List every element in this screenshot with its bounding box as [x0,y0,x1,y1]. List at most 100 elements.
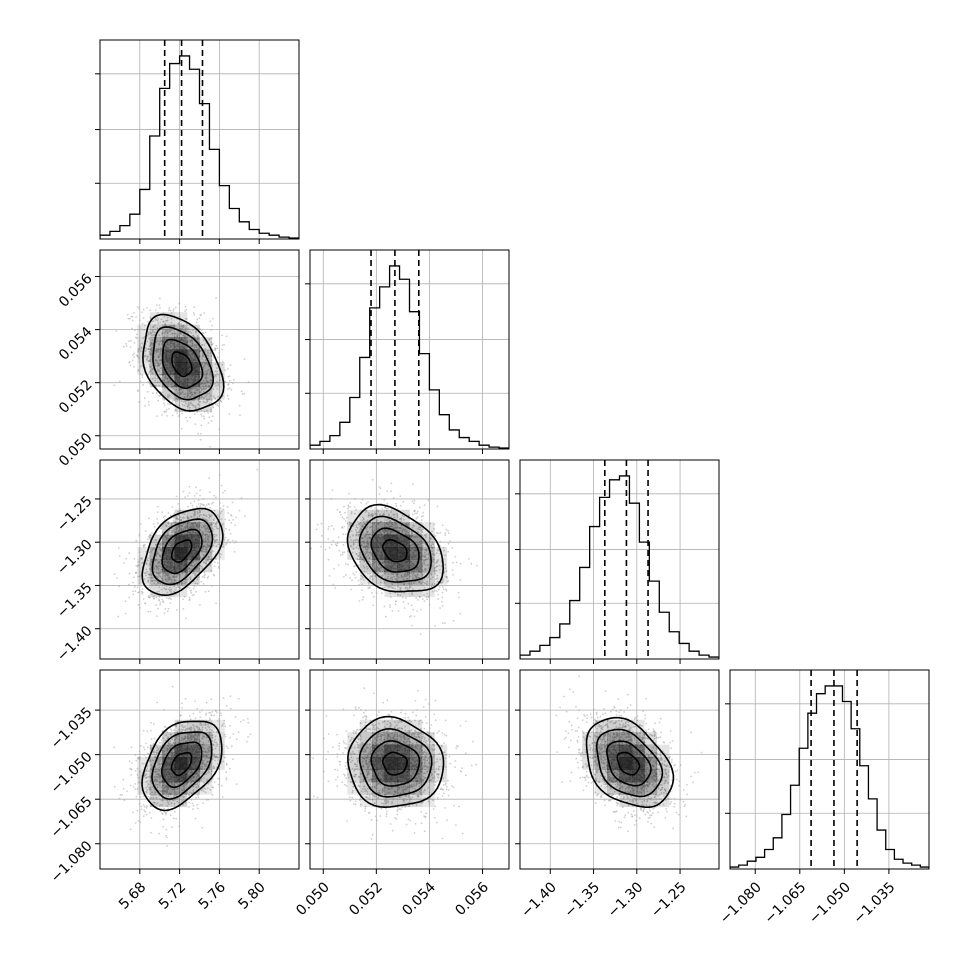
scatter-point [194,392,197,395]
scatter-point [379,584,382,586]
scatter-point [150,550,153,553]
scatter-point [400,587,402,590]
scatter-point [459,562,462,565]
scatter-point [365,502,368,505]
scatter-point [201,358,203,360]
scatter-point [169,602,172,604]
scatter-point [232,378,235,381]
scatter-point [200,396,203,399]
scatter-point [124,612,127,615]
scatter-point [148,364,151,366]
scatter-point [143,324,146,327]
scatter-point [333,567,335,570]
panel-border [309,249,510,450]
scatter-point [223,538,226,541]
scatter-point [142,598,145,600]
scatter-point [185,416,188,419]
scatter-point [435,552,438,554]
scatter-point [444,534,447,537]
scatter-point [392,497,395,499]
scatter-point [170,449,172,451]
scatter-point [155,351,158,354]
scatter-point [228,413,231,415]
density-cell [137,337,151,350]
density-cell [149,337,163,350]
scatter-point [138,347,141,350]
scatter-point [172,308,175,310]
scatter-point [202,583,205,585]
scatter-point [447,532,450,534]
scatter-point [147,348,150,351]
scatter-point [164,535,167,537]
scatter-point [227,388,229,390]
scatter-point [163,410,166,413]
scatter-point [388,515,390,517]
scatter-point [433,583,436,585]
scatter-point [173,512,176,515]
scatter-point [411,565,414,568]
scatter-point [167,544,170,546]
scatter-point [138,348,141,351]
scatter-point [197,388,200,391]
scatter-point [162,600,164,602]
scatter-point [379,487,382,490]
scatter-point [224,489,226,492]
scatter-point [212,317,214,320]
scatter-point [158,590,161,593]
scatter-point [357,548,360,550]
scatter-point [149,332,152,335]
scatter-point [164,330,167,333]
scatter-point [147,320,149,323]
scatter-point [399,594,402,597]
scatter-point [393,585,396,587]
scatter-point [235,516,238,519]
scatter-point [216,527,218,529]
scatter-point [137,370,139,372]
scatter-point [423,586,426,589]
scatter-point [202,385,205,388]
scatter-point [395,577,398,580]
scatter-point [437,598,440,600]
scatter-point [198,400,200,403]
scatter-point [470,562,473,565]
scatter-point [416,510,419,513]
scatter-point [390,521,393,524]
scatter-point [447,550,450,553]
contour-line [151,518,214,586]
scatter-point [419,526,422,529]
scatter-point [131,315,134,318]
scatter-point [394,522,397,525]
scatter-point [169,403,171,406]
scatter-point [213,541,216,544]
scatter-point [189,564,192,567]
scatter-point [163,386,166,389]
scatter-point [155,572,158,575]
scatter-point [158,304,161,306]
scatter-point [216,539,219,541]
scatter-point [203,410,206,413]
scatter-point [197,526,200,528]
scatter-point [418,543,421,546]
scatter-point [145,550,148,553]
scatter-point [148,353,151,356]
scatter-point [206,409,208,412]
scatter-point [382,574,384,576]
scatter-point [228,519,231,522]
scatter-point [182,490,185,493]
scatter-point [368,584,370,587]
scatter-point [190,332,193,334]
scatter-point [174,306,177,309]
scatter-point [215,384,218,387]
scatter-point [330,524,333,527]
scatter-point [370,531,373,534]
scatter-point [206,577,209,579]
scatter-point [386,577,389,580]
scatter-point [171,531,173,534]
scatter-point [194,532,197,534]
scatter-point [170,544,172,547]
density-cell [174,509,188,523]
scatter-point [194,510,197,512]
scatter-point [204,506,207,509]
scatter-point [159,582,162,585]
scatter-point [434,535,437,537]
